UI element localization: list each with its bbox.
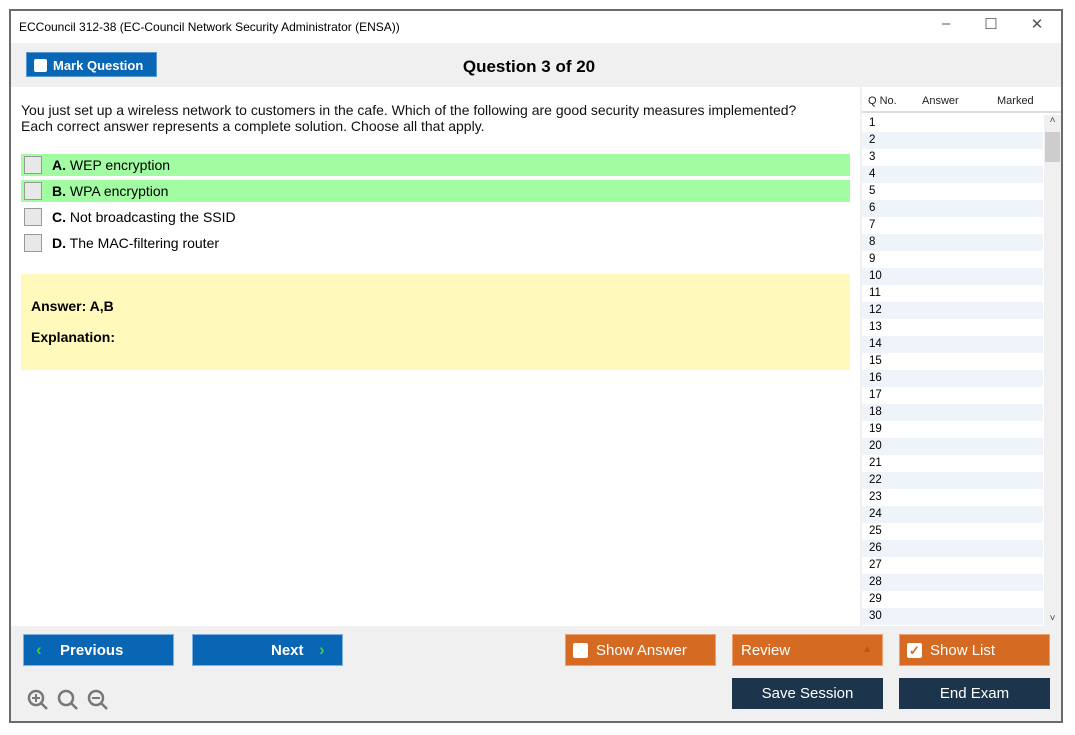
header-marked: Marked — [997, 95, 1034, 107]
list-row[interactable]: 26 — [862, 540, 1043, 557]
list-header: Q No. Answer Marked — [862, 87, 1061, 113]
list-row[interactable]: 7 — [869, 219, 876, 231]
option-d[interactable]: D. The MAC-filtering router — [21, 232, 850, 254]
list-row[interactable]: 9 — [869, 253, 876, 265]
list-row[interactable]: 29 — [869, 593, 882, 605]
list-row[interactable]: 17 — [869, 389, 882, 401]
option-checkbox[interactable] — [24, 234, 42, 252]
previous-label: Previous — [60, 642, 124, 659]
list-row[interactable]: 1 — [869, 117, 876, 129]
list-row[interactable]: 30 — [862, 608, 1043, 625]
option-checkbox[interactable] — [24, 156, 42, 174]
list-row[interactable]: 8 — [862, 234, 1043, 251]
list-row[interactable]: 18 — [862, 404, 1043, 421]
list-row[interactable]: 24 — [862, 506, 1043, 523]
show-list-label: Show List — [930, 642, 996, 659]
list-row[interactable]: 11 — [869, 287, 881, 299]
chevron-left-icon: ‹ — [36, 640, 42, 659]
option-a[interactable]: A. WEP encryption — [21, 154, 850, 176]
zoom-reset-icon[interactable] — [57, 689, 78, 710]
chevron-right-icon: › — [319, 640, 325, 659]
checkbox-icon — [573, 643, 588, 658]
list-row[interactable]: 25 — [869, 525, 882, 537]
checkbox-checked-icon: ✓ — [907, 643, 922, 658]
maximize-button[interactable]: ☐ — [984, 16, 998, 33]
next-button[interactable]: Next › — [192, 634, 343, 666]
list-row[interactable]: 10 — [862, 268, 1043, 285]
mark-question-button[interactable]: Mark Question — [26, 52, 157, 77]
header-answer: Answer — [922, 95, 959, 107]
list-row[interactable]: 23 — [869, 491, 882, 503]
list-row[interactable]: 2 — [862, 132, 1043, 149]
checkbox-icon — [34, 59, 47, 72]
mark-question-label: Mark Question — [53, 58, 144, 73]
list-row[interactable]: 14 — [862, 336, 1043, 353]
header-qno: Q No. — [868, 95, 897, 107]
list-row[interactable]: 16 — [862, 370, 1043, 387]
toolbar: Mark Question Question 3 of 20 — [11, 43, 1061, 87]
list-row[interactable]: 28 — [862, 574, 1043, 591]
previous-button[interactable]: ‹ Previous — [23, 634, 174, 666]
list-row[interactable]: 22 — [862, 472, 1043, 489]
show-answer-button[interactable]: Show Answer — [565, 634, 716, 666]
show-list-button[interactable]: ✓ Show List — [899, 634, 1050, 666]
scroll-up-icon[interactable]: ˄ — [1049, 115, 1056, 126]
option-letter: C. — [52, 209, 66, 225]
option-letter: B. — [52, 183, 66, 199]
close-button[interactable]: ✕ — [1030, 16, 1044, 33]
question-pane: You just set up a wireless network to cu… — [11, 87, 860, 626]
list-row[interactable]: 27 — [869, 559, 882, 571]
option-letter: A. — [52, 157, 66, 173]
list-row[interactable]: 5 — [869, 185, 876, 197]
question-text-line: Each correct answer represents a complet… — [21, 118, 485, 134]
list-row[interactable]: 6 — [862, 200, 1043, 217]
app-window: ECCouncil 312-38 (EC-Council Network Sec… — [9, 9, 1063, 723]
show-answer-label: Show Answer — [596, 642, 687, 659]
end-exam-button[interactable]: End Exam — [899, 678, 1050, 709]
answer-text: Answer: A,B — [31, 298, 114, 314]
option-b[interactable]: B. WPA encryption — [21, 180, 850, 202]
window-title: ECCouncil 312-38 (EC-Council Network Sec… — [19, 20, 400, 34]
review-dropdown[interactable]: Review ▲ — [732, 634, 883, 666]
question-text: You just set up a wireless network to cu… — [21, 102, 796, 134]
save-session-button[interactable]: Save Session — [732, 678, 883, 709]
question-text-line: You just set up a wireless network to cu… — [21, 102, 797, 118]
review-label: Review — [741, 642, 791, 659]
option-text: The MAC-filtering router — [69, 235, 220, 251]
title-bar: ECCouncil 312-38 (EC-Council Network Sec… — [11, 11, 1061, 43]
list-row[interactable]: 20 — [862, 438, 1043, 455]
caret-up-icon: ▲ — [862, 644, 872, 655]
minimize-button[interactable]: – — [941, 15, 951, 32]
option-text: WPA encryption — [69, 183, 169, 199]
list-row[interactable]: 3 — [869, 151, 876, 163]
option-c[interactable]: C. Not broadcasting the SSID — [21, 206, 850, 228]
bottom-bar: ‹ Previous Next › Show Answer Review ▲ ✓… — [11, 626, 1061, 721]
option-checkbox[interactable] — [24, 208, 42, 226]
option-checkbox[interactable] — [24, 182, 42, 200]
scroll-down-icon[interactable]: ˅ — [1049, 613, 1056, 624]
option-text: WEP encryption — [69, 157, 171, 173]
scrollbar-thumb[interactable] — [1045, 132, 1060, 162]
question-list: Q No. Answer Marked 1 2 3 4 5 6 7 8 9 10 11 12 13 14 1… — [862, 87, 1061, 626]
list-row[interactable]: 21 — [869, 457, 882, 469]
list-row[interactable]: 15 — [869, 355, 882, 367]
list-row[interactable]: 13 — [869, 321, 882, 333]
explanation-label: Explanation: — [31, 329, 116, 345]
option-letter: D. — [52, 235, 66, 251]
answer-box: Answer: A,B Explanation: — [21, 274, 850, 370]
list-row[interactable]: 12 — [862, 302, 1043, 319]
option-text: Not broadcasting the SSID — [69, 209, 236, 225]
list-row[interactable]: 4 — [862, 166, 1043, 183]
scrollbar[interactable]: ˄ ˅ — [1044, 115, 1061, 626]
list-row[interactable]: 19 — [869, 423, 882, 435]
zoom-controls — [27, 689, 108, 710]
question-title: Question 3 of 20 — [462, 57, 596, 76]
zoom-out-icon[interactable] — [87, 689, 108, 710]
zoom-in-icon[interactable] — [27, 689, 48, 710]
next-label: Next — [271, 642, 304, 659]
